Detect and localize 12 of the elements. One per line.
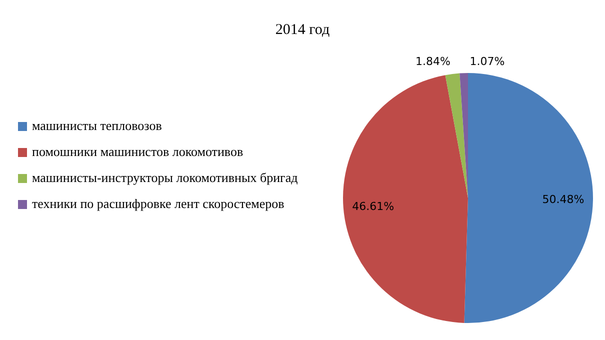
legend-label: помошники машинистов локомотивов (32, 144, 244, 160)
data-label: 50.48% (542, 192, 584, 206)
chart-title: 2014 год (274, 22, 331, 39)
legend-label: техники по расшифровке лент скоростемеров (32, 196, 284, 212)
legend-label: машинисты тепловозов (32, 118, 162, 134)
pie-slice (343, 75, 468, 323)
legend-label: машинисты-инструкторы локомотивных бригад (32, 170, 298, 186)
data-label: 1.84% (415, 55, 450, 68)
data-label: 46.61% (352, 200, 394, 213)
data-label: 1.07% (470, 55, 505, 68)
pie-slice (445, 73, 468, 198)
pie-slice (464, 73, 593, 323)
